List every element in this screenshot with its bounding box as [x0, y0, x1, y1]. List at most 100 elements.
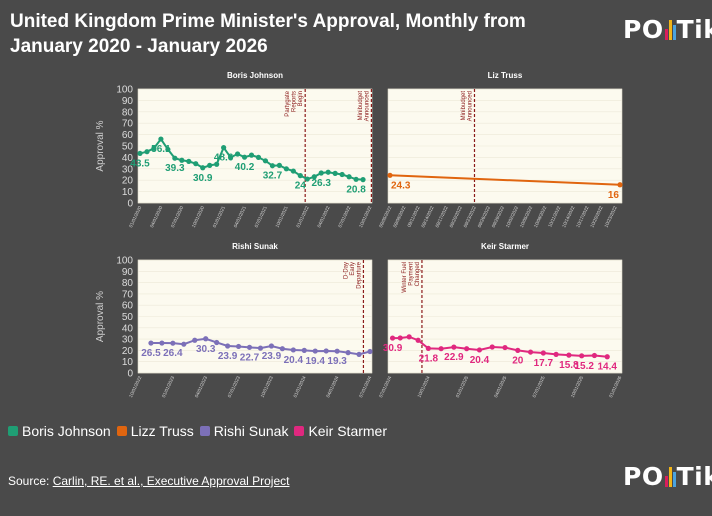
data-point — [297, 173, 303, 179]
data-label: 22.9 — [444, 352, 464, 363]
data-label: 20.8 — [346, 184, 366, 195]
logo-text-right: Tik — [676, 462, 712, 491]
event-label: Begin — [298, 91, 304, 106]
x-tick-label: 01/01/2026 — [608, 375, 622, 398]
legend-swatch — [294, 426, 305, 436]
y-tick-label: 100 — [116, 85, 133, 96]
legend-swatch — [199, 426, 210, 436]
x-tick-label: 10/20/2022 — [589, 205, 603, 228]
x-tick-label: 01/01/2021 — [212, 205, 226, 228]
data-point — [179, 157, 185, 163]
data-label: 21.8 — [419, 353, 439, 364]
x-tick-label: 01/01/2023 — [161, 375, 175, 398]
x-tick-label: 09/08/2022 — [392, 205, 406, 228]
data-point — [207, 162, 213, 168]
data-label: 56.1 — [151, 144, 171, 155]
data-point — [451, 344, 457, 350]
y-axis-label: Approval % — [95, 291, 106, 342]
data-label: 30.9 — [193, 173, 213, 184]
data-label: 26.3 — [311, 178, 331, 189]
data-point — [148, 340, 154, 346]
data-point — [345, 350, 351, 356]
data-point — [221, 144, 227, 151]
legend-label: Rishi Sunak — [213, 423, 289, 439]
x-tick-label: 07/01/2023 — [227, 375, 241, 398]
event-label: Minibudget — [461, 91, 467, 121]
data-point — [276, 162, 282, 168]
legend-item: Keir Starmer — [294, 423, 387, 439]
x-tick-label: 09/26/2022 — [477, 205, 491, 228]
x-tick-label: 07/01/2021 — [254, 205, 268, 228]
data-point — [241, 154, 248, 160]
y-tick-label: 40 — [122, 323, 134, 334]
event-label: Reports — [292, 91, 298, 112]
y-tick-label: 20 — [122, 346, 134, 357]
data-label: 26.5 — [141, 348, 161, 359]
data-point — [192, 337, 198, 343]
data-label: 20.4 — [470, 355, 490, 366]
legend-swatch — [8, 426, 18, 436]
legend-label: Boris Johnson — [22, 423, 111, 439]
data-point — [144, 149, 150, 155]
x-tick-label: 10/17/2022 — [575, 205, 589, 228]
x-tick-label: 04/01/2020 — [149, 205, 163, 228]
y-tick-label: 0 — [127, 369, 133, 380]
event-label: D-Day — [343, 262, 349, 279]
data-point — [438, 346, 444, 352]
event-label: Departure — [356, 261, 362, 288]
y-tick-label: 80 — [122, 278, 134, 289]
data-point — [165, 146, 171, 153]
data-point — [323, 348, 329, 354]
data-label: 15.8 — [559, 360, 579, 371]
data-point — [476, 347, 483, 353]
logo-bars-icon — [664, 467, 676, 487]
data-point — [301, 347, 307, 353]
data-point — [360, 177, 366, 183]
y-tick-label: 90 — [122, 267, 134, 278]
data-point — [325, 169, 331, 175]
data-point — [290, 347, 296, 353]
x-tick-label: 07/01/2024 — [358, 375, 372, 398]
x-tick-label: 07/01/2025 — [531, 375, 545, 398]
politik-logo-footer: PO Tik — [623, 462, 712, 491]
x-tick-label: 10/14/2022 — [561, 205, 575, 228]
data-point — [269, 163, 276, 169]
event-label: Payment — [408, 262, 414, 286]
data-point — [406, 334, 412, 340]
x-tick-label: 09/29/2022 — [491, 205, 505, 228]
legend-item: Boris Johnson — [8, 423, 111, 439]
data-point — [489, 344, 495, 350]
source-prefix: Source: — [8, 474, 53, 488]
data-point — [387, 172, 393, 178]
x-tick-label: 04/01/2025 — [493, 375, 507, 398]
y-tick-label: 60 — [122, 130, 134, 141]
data-point — [181, 341, 187, 347]
data-point — [186, 158, 192, 164]
data-point — [283, 166, 289, 172]
data-point — [591, 352, 598, 359]
data-label: 30.9 — [383, 343, 403, 354]
data-point — [397, 335, 403, 341]
x-tick-label: 10/23/2022 — [603, 205, 617, 228]
data-point — [332, 170, 338, 176]
x-tick-label: 04/01/2021 — [233, 205, 247, 228]
data-label: 15.2 — [574, 361, 594, 372]
data-label: 43.5 — [130, 158, 150, 169]
x-tick-label: 01/01/2022 — [295, 205, 309, 228]
data-label: 40.2 — [235, 162, 255, 173]
x-tick-label: 04/01/2022 — [316, 205, 330, 228]
y-tick-label: 100 — [116, 256, 133, 267]
legend: Boris Johnson Lizz Truss Rishi Sunak Keir S… — [8, 423, 389, 439]
y-tick-label: 0 — [127, 199, 133, 210]
data-point — [318, 170, 324, 176]
source-link[interactable]: Carlin, RE. et al., Executive Approval P… — [52, 474, 290, 488]
data-point — [389, 335, 396, 341]
data-point — [137, 150, 143, 157]
y-tick-label: 20 — [122, 176, 134, 187]
x-tick-label: 10/01/2020 — [191, 205, 205, 228]
x-tick-label: 04/01/2023 — [194, 375, 208, 398]
data-label: 20 — [512, 355, 524, 366]
legend-label: Lizz Truss — [130, 423, 194, 439]
